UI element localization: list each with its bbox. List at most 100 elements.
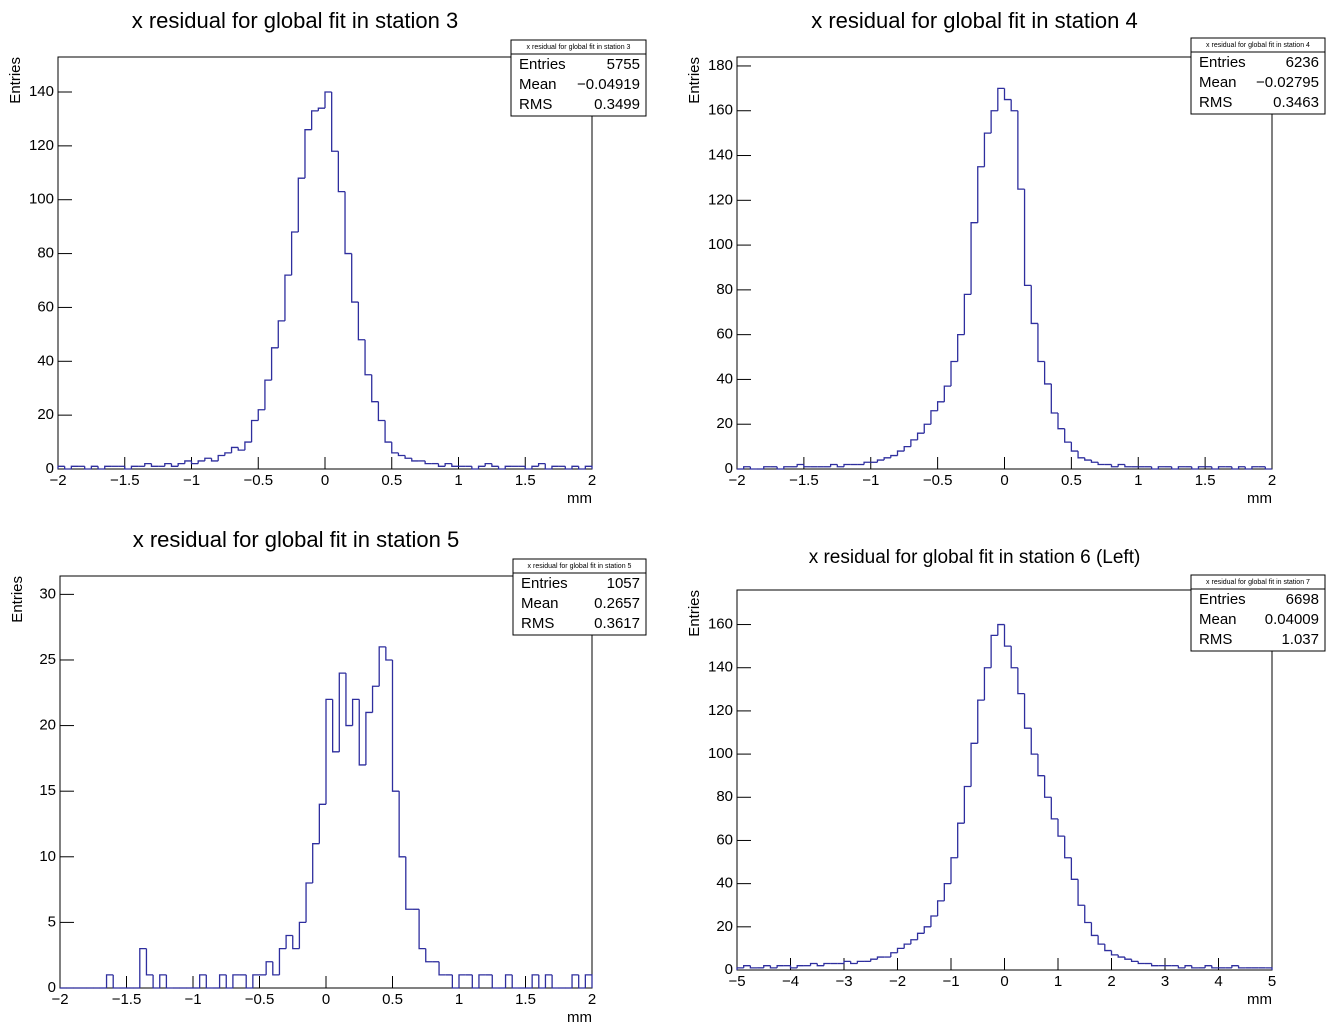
stats-value: 1057 [607,575,640,592]
x-tick-label: −4 [782,973,799,990]
histogram-bin [1130,959,1139,963]
histogram-bin [257,409,265,421]
histogram-bin [311,110,319,130]
histogram-bin [1003,624,1012,647]
histogram-bin [538,974,546,989]
histogram-bin [150,463,159,467]
histogram-bin [1023,693,1032,729]
histogram-bin [836,464,844,468]
histogram-bin [916,432,925,440]
histogram-bin [1037,323,1045,363]
y-tick-label: 0 [48,979,56,996]
x-tick-label: 5 [1268,973,1276,990]
histogram-bin [776,466,784,470]
histogram-bin [411,458,419,462]
y-tick-label: 160 [708,616,733,633]
x-tick-label: −2 [889,973,906,990]
histogram-bin [1217,466,1226,469]
x-tick-label: −0.5 [923,472,953,489]
x-axis-label: mm [1247,991,1272,1008]
histogram-bin [438,961,446,976]
histogram-bin [977,166,985,223]
y-tick-label: 5 [48,913,56,930]
histogram-bin [332,699,340,753]
y-tick-label: 80 [37,245,54,262]
histogram-bin [284,274,292,321]
histogram-bin [544,463,552,470]
histogram-bin [145,948,154,976]
histogram-bin [325,698,333,805]
histogram-bin [1037,754,1045,777]
stats-label: RMS [519,96,552,113]
histogram-bin [1171,466,1179,470]
histogram-bin [809,962,818,966]
histogram-bin [365,711,373,765]
y-tick-label: 40 [37,352,54,369]
histogram-bin [1017,667,1025,695]
histogram-bin [1064,836,1072,859]
histogram-bin [204,457,212,461]
histogram-bin [425,948,433,963]
x-tick-label: −1.5 [112,991,142,1008]
histogram-bin [290,231,299,276]
histogram-bin [391,442,399,454]
x-tick-label: 1 [1054,973,1062,990]
histogram-bin [783,466,791,469]
x-tick-label: −1 [184,991,201,1008]
y-tick-label: 20 [716,415,733,432]
histogram-bin [491,463,499,467]
histogram-bin [850,961,858,965]
x-tick-label: 2 [1268,472,1276,489]
histogram-bin [1084,457,1092,461]
histogram-bin [551,465,559,469]
histogram-bin [578,974,586,989]
y-tick-label: 180 [708,57,733,74]
y-tick-label: 20 [716,918,733,935]
histogram-bin [903,445,911,452]
histogram-bin [1064,428,1072,443]
histogram-bin [64,466,72,470]
histogram-bin [1110,950,1119,956]
histogram-bin [398,791,406,858]
y-axis-label: Entries [686,57,703,104]
histogram-bin [930,915,938,927]
y-tick-label: 120 [708,702,733,719]
x-tick-label: −2 [49,472,66,489]
y-tick-label: 80 [716,788,733,805]
histogram-bin [285,934,293,949]
histogram-bin [923,423,931,434]
histogram-bin [531,974,539,988]
histogram-bin [736,967,744,970]
histogram-bin [796,965,804,968]
histogram-bin [377,401,386,422]
histogram-bin [1097,462,1105,466]
histogram-bin [963,293,972,335]
histogram-bin [983,667,992,701]
histogram-bin [896,947,905,953]
histogram-bin [424,460,432,465]
histogram-bin [199,974,207,988]
histogram-bin [796,463,804,467]
plot-frame [57,56,593,470]
histogram-bin [903,943,911,949]
histogram-bin [544,974,553,988]
x-tick-label: −3 [835,973,852,990]
histogram-bin [218,974,227,988]
stats-title: x residual for global fit in station 7 [1206,579,1310,586]
y-tick-label: 40 [716,370,733,387]
y-tick-label: 0 [725,961,733,978]
stats-box [512,558,647,636]
x-tick-label: 0 [321,472,329,489]
histogram-bin [497,466,506,470]
chart-title: x residual for global fit in station 3 [132,8,459,33]
x-tick-label: 2 [588,991,596,1008]
x-tick-label: −1.5 [110,472,140,489]
histogram-bin [511,974,519,989]
stats-label: RMS [521,615,554,632]
histogram-bin [1017,110,1025,190]
histogram-bin [823,962,831,966]
x-axis-label: mm [1247,490,1272,507]
histogram-bin [1043,775,1052,798]
histogram-bin [963,785,972,824]
histogram-bin [270,347,279,381]
